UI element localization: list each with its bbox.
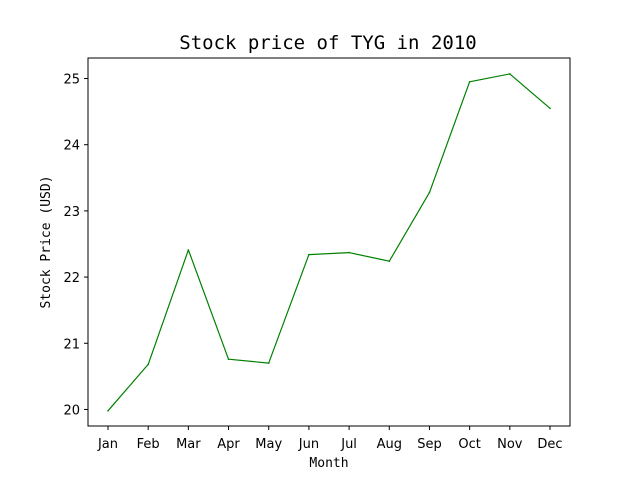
y-axis: 20 21 22 23 24 25 [63, 73, 88, 418]
data-point [549, 107, 551, 110]
x-tick-label: Apr [217, 437, 240, 452]
x-tick-label: Feb [137, 437, 160, 452]
x-tick-label: Aug [377, 437, 402, 452]
data-point [308, 253, 310, 256]
data-point [267, 362, 270, 364]
x-axis: Jan Feb Mar Apr May Jun Jul Aug Sep Oct Nov Dec [97, 426, 563, 452]
plot-area [87, 57, 571, 427]
data-point [388, 260, 391, 262]
x-tick-label: Jun [298, 437, 319, 452]
y-tick-label: 24 [63, 139, 80, 154]
data-point [509, 73, 511, 75]
x-axis-label: Month [309, 456, 348, 471]
data-point [147, 363, 149, 366]
data-point [428, 191, 431, 194]
x-tick-label: Oct [458, 437, 480, 452]
x-tick-label: Nov [497, 437, 523, 452]
y-tick-label: 20 [63, 403, 80, 418]
y-tick-label: 23 [63, 205, 80, 220]
chart-title: Stock price of TYG in 2010 [179, 32, 476, 54]
series-layer [107, 73, 551, 412]
series-line [107, 73, 551, 412]
data-point [348, 251, 350, 254]
y-axis-label: Stock Price (USD) [39, 175, 54, 308]
x-tick-label: Mar [176, 437, 201, 452]
x-tick-label: Sep [417, 437, 442, 452]
data-point [468, 81, 471, 83]
data-point [187, 249, 190, 251]
plot-frame [87, 57, 571, 427]
y-tick-label: 25 [63, 73, 80, 88]
y-tick-label: 21 [63, 337, 80, 352]
x-tick-label: Jan [97, 437, 118, 452]
y-tick-label: 22 [63, 271, 80, 286]
data-point [227, 358, 230, 360]
x-tick-label: May [255, 437, 282, 452]
x-tick-label: Jul [340, 437, 357, 452]
x-tick-label: Dec [537, 437, 562, 452]
data-point [107, 409, 109, 412]
